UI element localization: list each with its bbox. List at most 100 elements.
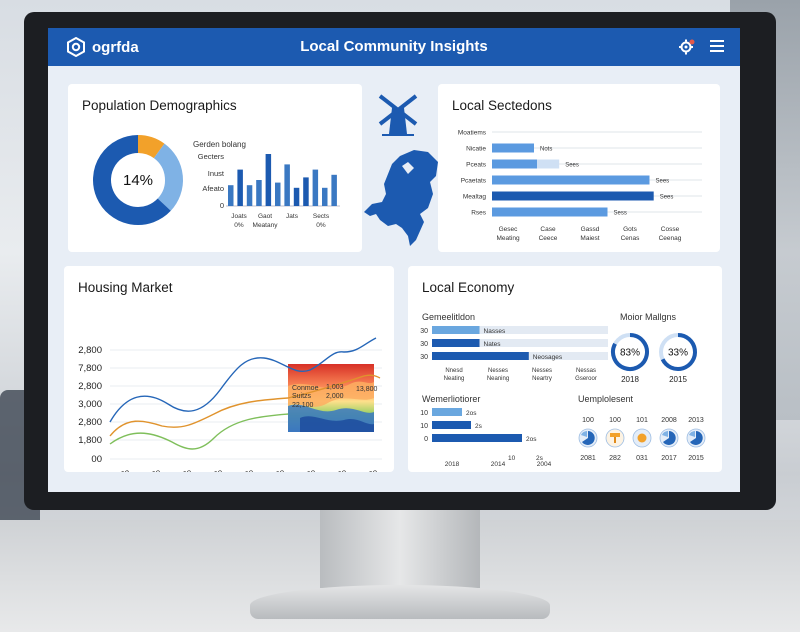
- economy-bar: [432, 434, 522, 442]
- pie-icon: [578, 428, 598, 448]
- bar-x-label: Gaot: [258, 213, 272, 220]
- bar-x-sublabel: 0%: [316, 222, 326, 229]
- population-bar: [275, 182, 281, 206]
- sector-note: Sees: [660, 195, 674, 201]
- icon-top-label: 100: [609, 417, 621, 424]
- donut-slice: [137, 135, 165, 159]
- economy-bar-label: 0: [424, 436, 428, 443]
- hammer-icon: [605, 428, 625, 448]
- economy-bar: [432, 326, 480, 334]
- donut-year: 2018: [621, 375, 639, 384]
- logo-text: ogrfda: [92, 38, 139, 56]
- economy-bar-note: 2os: [526, 436, 537, 443]
- housing-card: Housing Market 2,800 7,800 2,800 3,000 2,800…: [64, 266, 394, 472]
- population-bar: [237, 169, 243, 206]
- icon-top-label: 101: [636, 417, 648, 424]
- hexagon-logo-icon: [67, 37, 85, 57]
- population-bar: [265, 154, 272, 206]
- icon-top-label: 2013: [688, 417, 704, 424]
- donut-progress: [660, 333, 697, 371]
- population-bar: [256, 180, 262, 206]
- bar-y-label: Gecters: [198, 152, 225, 161]
- sector-note: Sees: [565, 163, 579, 169]
- sector-bar: [492, 207, 608, 217]
- sector-bar-segment: [492, 159, 537, 169]
- windmill-icon: [378, 94, 418, 136]
- economy-icons-title: Uemplolesent: [578, 394, 634, 404]
- sector-bar: [492, 191, 654, 201]
- icon-bottom-label: 2015: [688, 455, 704, 462]
- economy-x-sublabel: Neating: [444, 376, 465, 382]
- population-bar: [312, 169, 319, 206]
- population-bar: [284, 164, 290, 206]
- sector-label: Pceats: [466, 162, 487, 169]
- housing-x-label: 280.38: [353, 468, 379, 472]
- economy-bar-note: Nasses: [484, 328, 506, 335]
- chart-icon: [659, 428, 679, 448]
- population-bar: [303, 177, 309, 206]
- housing-x-label: 280.08: [322, 468, 348, 472]
- bar-x-label: Joats: [231, 213, 247, 220]
- icon-bottom-label: 2081: [580, 455, 596, 462]
- app-logo[interactable]: ogrfda: [66, 37, 139, 57]
- economy-title: Local Economy: [422, 280, 515, 295]
- economy-charts: Gemeelitldon 30 Nasses 30 Nates 30 Neosages N…: [420, 312, 706, 468]
- bar-x-label: Jats: [286, 213, 299, 220]
- economy-x-label: 2004: [537, 461, 552, 468]
- sectors-chart: Moatiems Nicatie Nots Pceats Sees Pcaetats See…: [458, 130, 702, 242]
- economy-bar-note: 2s: [475, 423, 483, 430]
- donut-year: 2015: [669, 375, 687, 384]
- sector-label: Moatiems: [458, 130, 487, 137]
- sector-bar: [492, 175, 650, 185]
- bar-y-label: Inust: [208, 169, 225, 178]
- gear-icon[interactable]: [678, 38, 696, 56]
- economy-bar-track: [432, 326, 608, 334]
- economy-bar-label: 10: [420, 410, 428, 417]
- housing-heatmap: [288, 364, 374, 432]
- economy-x-sublabel: Gseroor: [575, 376, 597, 382]
- sector-x-sublabel: Ceenag: [659, 235, 682, 242]
- sector-x-label: Gots: [623, 226, 637, 233]
- economy-x-sublabel: Neartry: [532, 376, 552, 382]
- economy-bar-note: Nates: [484, 341, 502, 348]
- line-blue-series: [109, 337, 377, 423]
- housing-y-label: 2,800: [78, 381, 102, 392]
- housing-x-label: 280.08: [229, 468, 255, 472]
- icon-top-label: 100: [582, 417, 594, 424]
- housing-title: Housing Market: [78, 280, 173, 295]
- population-bar: [331, 174, 337, 206]
- economy-x-sublabel: Neaning: [487, 376, 509, 382]
- economy-x-label: 2014: [491, 461, 506, 468]
- bar-legend-title: Gerden bolang: [193, 140, 246, 149]
- annotation: 22,100: [292, 402, 314, 409]
- annotation: Suitzs: [292, 393, 312, 400]
- economy-x-label: Nesses: [488, 368, 508, 374]
- line-orange-series: [109, 374, 381, 437]
- annotation: 13,800: [356, 386, 378, 393]
- economy-x-label: 2018: [445, 461, 460, 468]
- economy-bar-track: [432, 339, 608, 347]
- bar-y-label: 0: [220, 201, 224, 210]
- sector-bar: [492, 143, 534, 153]
- economy-bars2-title: Wemerliotiorer: [422, 394, 480, 404]
- economy-bar: [432, 408, 462, 416]
- annotation: Conmoe: [292, 385, 319, 392]
- population-chart: 14% Gerden bolang Gecters Inust Afeato 0 Jo…: [93, 135, 340, 229]
- dashboard-screen: ogrfda Local Community Insights Populati…: [48, 28, 740, 492]
- economy-bars1-title: Gemeelitldon: [422, 312, 475, 322]
- sector-x-sublabel: Cenas: [621, 235, 641, 242]
- app-header: ogrfda Local Community Insights: [48, 28, 740, 66]
- netherlands-map: [364, 94, 438, 246]
- sector-label: Mealtag: [463, 194, 487, 201]
- hamburger-menu-icon[interactable]: [710, 40, 724, 52]
- line-green-series: [109, 413, 289, 450]
- sector-x-label: Cosse: [661, 226, 680, 233]
- bar-y-label: Afeato: [202, 184, 224, 193]
- population-card: Population Demographics 14% Gerden bolan…: [68, 84, 362, 252]
- economy-bar-label: 30: [420, 341, 428, 348]
- icon-bottom-label: 282: [609, 455, 621, 462]
- housing-x-label: 280.08: [167, 468, 193, 472]
- economy-bar-label: 30: [420, 328, 428, 335]
- donut-percentage: 14%: [123, 172, 153, 189]
- map-shape-icon: [364, 150, 438, 246]
